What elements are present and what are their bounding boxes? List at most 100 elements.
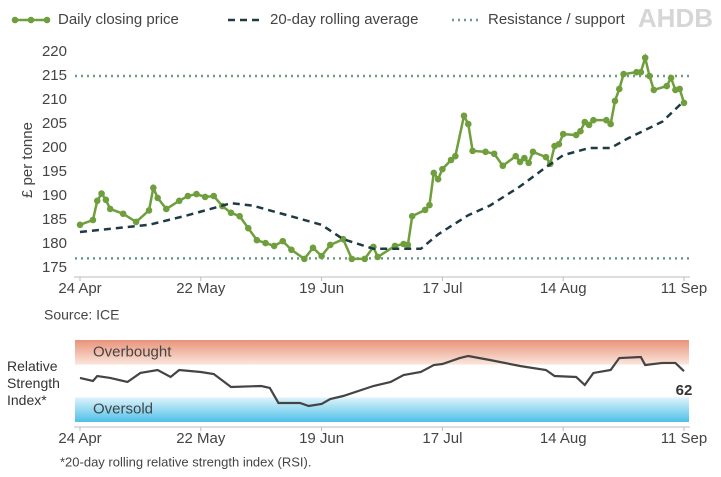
price-point — [106, 205, 114, 213]
price-point — [270, 242, 278, 250]
price-point — [460, 112, 468, 120]
price-point — [119, 210, 127, 218]
legend-marker — [11, 16, 19, 24]
source: Source: ICE — [44, 307, 119, 323]
price-point — [339, 235, 347, 243]
band-label: Oversold — [93, 401, 153, 418]
price-point — [452, 152, 459, 160]
price-point — [301, 255, 308, 263]
price-point — [210, 192, 218, 200]
price-point — [603, 116, 610, 124]
price-point — [646, 72, 653, 80]
price-point — [577, 127, 584, 135]
price-point — [641, 54, 649, 62]
legend-marker — [43, 16, 51, 24]
x-tick-label: 22 May — [176, 280, 226, 297]
price-point — [637, 68, 645, 76]
price-point — [132, 218, 140, 226]
price-point — [262, 239, 269, 247]
x-tick-label: 19 Jun — [299, 430, 344, 447]
x-tick-label: 11 Sep — [661, 280, 707, 297]
price-point — [326, 241, 334, 249]
x-tick-label: 17 Jul — [422, 280, 462, 297]
price-point — [348, 255, 356, 263]
price-point — [620, 70, 627, 78]
price-point — [93, 197, 101, 205]
price-point — [516, 158, 524, 166]
price-point — [430, 169, 438, 177]
y-tick-label: 200 — [42, 139, 67, 156]
series-line — [79, 354, 685, 408]
y-tick-label: 215 — [42, 67, 67, 84]
price-point — [663, 82, 671, 90]
x-tick-label: 24 Apr — [58, 430, 101, 447]
price-point — [89, 216, 97, 224]
y-tick-label: 205 — [42, 115, 67, 132]
price-point — [482, 148, 489, 156]
y-tick-label: 210 — [42, 91, 67, 108]
price-point — [521, 154, 528, 162]
price-point — [361, 255, 369, 263]
price-point — [426, 201, 433, 209]
band — [75, 340, 689, 365]
price-point — [555, 140, 563, 148]
x-tick-label: 11 Sep — [661, 430, 707, 447]
price-point — [447, 156, 455, 164]
price-point — [434, 175, 442, 183]
price-point — [529, 148, 537, 156]
price-point — [667, 74, 675, 82]
price-point — [590, 116, 597, 124]
price-point — [572, 131, 580, 139]
rsi-axis-title: Relative Strength Index* — [7, 358, 60, 408]
x-tick-label: 17 Jul — [422, 430, 462, 447]
x-tick-label: 19 Jun — [299, 280, 344, 297]
price-point — [279, 237, 287, 245]
price-point — [404, 241, 412, 249]
y-tick-label: 185 — [42, 211, 67, 228]
price-point — [309, 244, 317, 252]
price-point — [607, 120, 614, 128]
price-point — [680, 99, 688, 107]
price-point — [615, 85, 623, 93]
legend-label: Resistance / support — [488, 11, 626, 28]
price-point — [499, 162, 507, 170]
y-axis-title: £ per tonne — [19, 122, 36, 198]
price-point — [145, 207, 153, 214]
price-point — [102, 196, 110, 204]
price-point — [150, 184, 157, 192]
value-label: 62 — [676, 382, 693, 399]
price-point — [236, 212, 243, 220]
price-point — [650, 86, 658, 94]
x-tick-label: 14 Aug — [540, 430, 587, 447]
footnote: *20-day rolling relative strength index … — [60, 454, 311, 469]
price-point — [542, 153, 550, 161]
price-point — [184, 192, 192, 200]
price-point — [408, 212, 416, 220]
price-point — [559, 130, 567, 138]
band — [75, 397, 689, 422]
x-tick-label: 14 Aug — [540, 280, 587, 297]
price-point — [469, 147, 476, 155]
price-point — [374, 253, 381, 261]
price-point — [288, 246, 295, 254]
price-point — [676, 85, 683, 93]
price-point — [244, 224, 252, 232]
price-point — [490, 150, 498, 158]
price-point — [512, 152, 520, 160]
price-point — [253, 236, 261, 244]
price-point — [464, 120, 472, 128]
legend-marker — [27, 16, 35, 24]
y-tick-label: 195 — [42, 163, 67, 180]
price-point — [162, 205, 170, 213]
series-line — [79, 52, 686, 261]
y-tick-label: 175 — [42, 259, 67, 276]
price-point — [421, 206, 429, 214]
x-tick-label: 24 Apr — [58, 280, 101, 297]
legend-label: 20-day rolling average — [270, 11, 418, 28]
price-point — [227, 209, 235, 217]
y-tick-label: 190 — [42, 187, 67, 204]
price-point — [318, 252, 325, 260]
price-point — [98, 190, 105, 197]
price-point — [439, 165, 446, 173]
